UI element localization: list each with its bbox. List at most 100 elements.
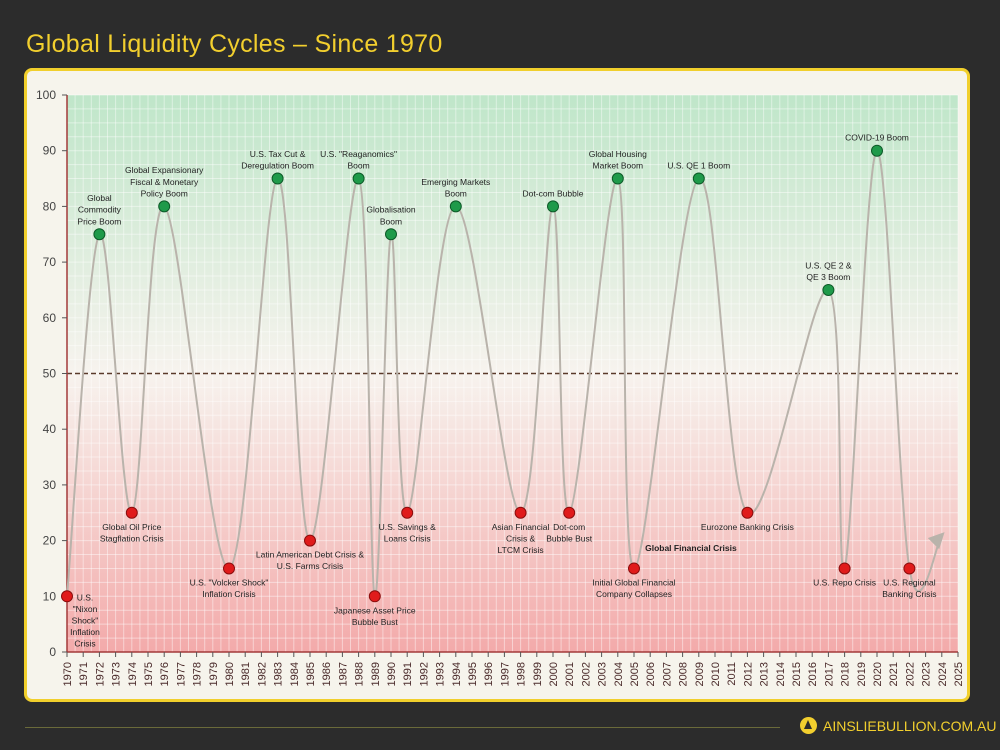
x-tick-label: 1996	[483, 662, 495, 686]
x-tick-label: 1983	[273, 662, 285, 686]
x-tick-label: 1975	[143, 662, 155, 686]
x-tick-label: 1999	[532, 662, 544, 686]
y-tick-label: 20	[43, 534, 57, 548]
boom-point	[449, 200, 462, 213]
x-tick-label: 2015	[791, 662, 803, 686]
event-label: Bubble Bust	[546, 533, 592, 543]
x-tick-label: 2004	[613, 662, 625, 686]
y-tick-label: 50	[43, 367, 57, 381]
x-tick-label: 2016	[807, 662, 819, 686]
x-tick-label: 2008	[678, 662, 690, 686]
x-tick-label: 2003	[597, 662, 609, 686]
x-tick-label: 1973	[111, 662, 123, 686]
event-label: Eurozone Banking Crisis	[701, 522, 794, 532]
brand-url: AINSLIEBULLION.COM.AU	[823, 717, 997, 734]
event-label: Latin American Debt Crisis &	[256, 550, 365, 560]
event-label: Deregulation Boom	[241, 161, 314, 171]
event-label: Emerging Markets	[421, 177, 490, 187]
x-tick-label: 1986	[321, 662, 333, 686]
x-tick-label: 2000	[548, 662, 560, 686]
crisis-point	[838, 562, 851, 575]
event-label: Commodity	[78, 205, 122, 215]
event-label: U.S. "Volcker Shock"	[190, 577, 269, 587]
event-label: Market Boom	[593, 161, 644, 171]
x-tick-label: 1972	[94, 662, 106, 686]
x-tick-label: 2025	[953, 662, 965, 686]
event-label: Banking Crisis	[882, 589, 936, 599]
x-tick-label: 2006	[645, 662, 657, 686]
x-tick-label: 1980	[224, 662, 236, 686]
page-title: Global Liquidity Cycles – Since 1970	[26, 30, 443, 58]
event-label: Inflation Crisis	[202, 589, 255, 599]
annotation-global-financial-crisis: Global Financial Crisis	[645, 543, 737, 553]
x-tick-label: 1976	[159, 662, 171, 686]
event-label: Global Housing	[589, 149, 647, 159]
event-label: Policy Boom	[141, 188, 188, 198]
boom-point	[547, 200, 559, 213]
event-label: U.S.	[77, 592, 94, 602]
y-tick-label: 30	[43, 478, 57, 492]
boom-point	[822, 283, 835, 296]
crisis-point	[903, 562, 916, 575]
crisis-point	[741, 506, 754, 519]
x-tick-label: 2019	[856, 662, 868, 686]
event-label: U.S. Savings &	[379, 522, 436, 532]
crisis-point	[368, 590, 381, 603]
x-tick-label: 1993	[435, 662, 447, 686]
event-label: LTCM Crisis	[498, 545, 544, 555]
x-tick-label: 2007	[661, 662, 673, 686]
event-label: U.S. Farms Crisis	[277, 561, 344, 571]
event-label: QE 3 Boom	[806, 272, 850, 282]
x-tick-label: 1994	[451, 662, 463, 686]
x-tick-label: 1987	[337, 662, 349, 686]
crisis-point	[304, 534, 316, 547]
y-tick-label: 70	[43, 255, 57, 269]
x-tick-label: 1979	[208, 662, 220, 686]
event-label: Stagflation Crisis	[100, 533, 164, 543]
x-tick-label: 1981	[240, 662, 252, 686]
x-tick-label: 1982	[256, 662, 268, 686]
event-label: Global Expansionary	[125, 165, 204, 175]
crisis-point	[514, 506, 527, 519]
y-tick-label: 0	[49, 645, 56, 659]
x-tick-label: 2012	[742, 662, 754, 686]
x-tick-label: 2023	[921, 662, 933, 686]
boom-point	[871, 144, 883, 157]
event-label: "Nixon	[73, 604, 98, 614]
event-label: Shock"	[72, 616, 99, 626]
x-tick-label: 2018	[840, 662, 852, 686]
event-label: Global	[87, 193, 112, 203]
x-tick-label: 2001	[564, 662, 576, 686]
footer-divider	[25, 727, 780, 728]
y-tick-label: 100	[36, 88, 56, 102]
y-tick-label: 10	[43, 589, 57, 603]
event-label: Fiscal & Monetary	[130, 177, 199, 187]
y-tick-label: 40	[43, 422, 57, 436]
event-label: Price Boom	[77, 216, 121, 226]
event-label: Company Collapses	[596, 589, 672, 599]
event-label: Crisis	[74, 639, 95, 649]
event-label: Loans Crisis	[384, 533, 431, 543]
crisis-point	[61, 590, 73, 603]
event-label: Globalisation	[366, 205, 415, 215]
event-label: Boom	[347, 161, 369, 171]
x-tick-label: 1990	[386, 662, 398, 686]
event-label: Boom	[380, 216, 402, 226]
footer-brand[interactable]: AINSLIEBULLION.COM.AU	[800, 717, 997, 734]
event-label: Bubble Bust	[352, 617, 398, 627]
event-label: U.S. Repo Crisis	[813, 577, 876, 587]
x-tick-label: 2011	[726, 662, 738, 686]
x-tick-label: 2014	[775, 662, 787, 686]
event-label: U.S. "Reaganomics"	[320, 149, 397, 159]
boom-point	[93, 228, 106, 241]
event-label: Dot-com	[553, 522, 585, 532]
event-label: U.S. QE 1 Boom	[667, 161, 730, 171]
x-tick-label: 1992	[418, 662, 430, 686]
x-tick-label: 1989	[370, 662, 382, 686]
boom-point	[611, 172, 624, 185]
event-label: Initial Global Financial	[592, 577, 675, 587]
event-label: U.S. Regional	[883, 577, 936, 587]
event-label: Asian Financial	[492, 522, 550, 532]
event-label: Global Oil Price	[102, 522, 161, 532]
